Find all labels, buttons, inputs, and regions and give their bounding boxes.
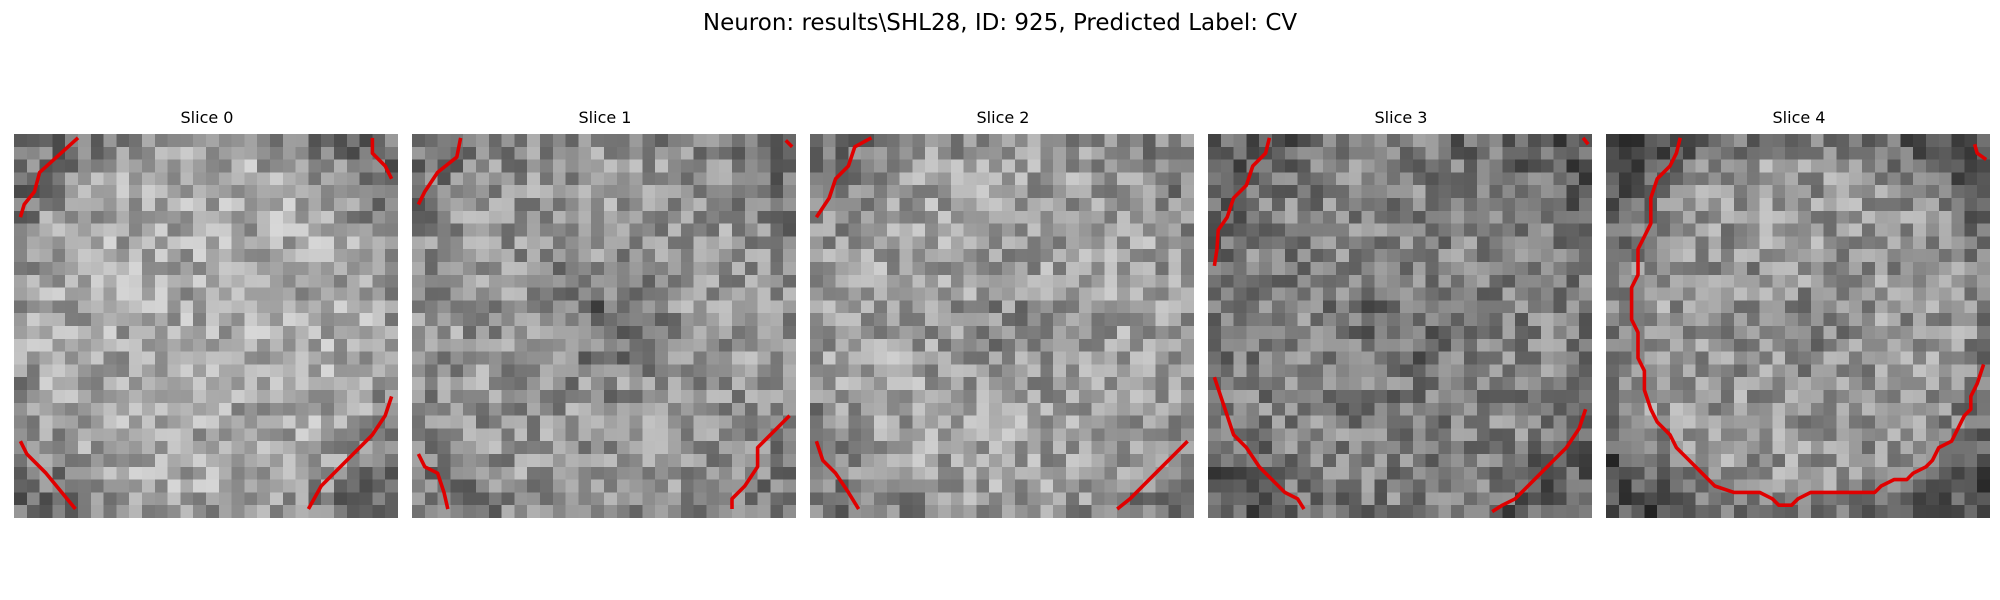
- segmentation-contour: [1212, 136, 1590, 514]
- segmentation-contour: [416, 137, 794, 510]
- slice-panel-1: Slice 1: [412, 108, 798, 518]
- slice-title: Slice 1: [578, 108, 632, 127]
- figure-title: Neuron: results\SHL28, ID: 925, Predicte…: [702, 10, 1298, 36]
- slice-image: [14, 134, 398, 518]
- grayscale-image: [810, 134, 1194, 518]
- grayscale-image: [1208, 134, 1592, 518]
- grayscale-image: [1606, 134, 1990, 518]
- slice-image: [1208, 134, 1592, 518]
- slice-panel-0: Slice 0: [14, 108, 400, 518]
- slice-image: [412, 134, 796, 518]
- slice-title: Slice 3: [1374, 108, 1428, 127]
- slice-panel-4: Slice 4: [1606, 108, 1992, 518]
- grayscale-image: [412, 134, 796, 518]
- grayscale-image: [14, 134, 398, 518]
- segmentation-contour: [814, 136, 1189, 511]
- slice-title: Slice 4: [1772, 108, 1826, 127]
- segmentation-contour: [18, 136, 394, 511]
- slice-title: Slice 0: [180, 108, 234, 127]
- segmentation-contour: [1629, 137, 1988, 507]
- slice-image: [1606, 134, 1990, 518]
- slice-image: [810, 134, 1194, 518]
- slice-title: Slice 2: [976, 108, 1030, 127]
- slice-panel-3: Slice 3: [1208, 108, 1594, 518]
- slice-panel-2: Slice 2: [810, 108, 1196, 518]
